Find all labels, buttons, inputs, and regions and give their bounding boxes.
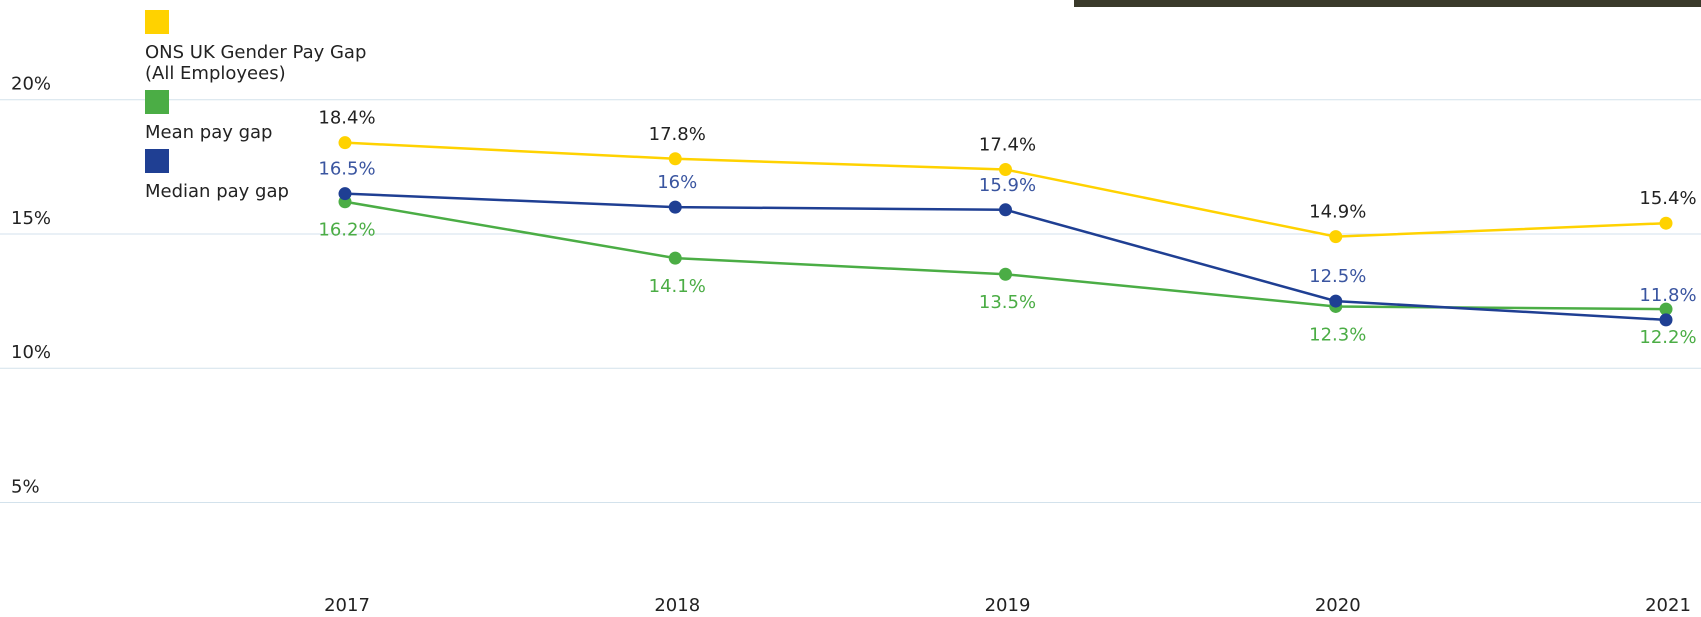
legend-label: Mean pay gap	[145, 122, 385, 143]
value-label: 13.5%	[979, 292, 1036, 313]
value-label: 14.1%	[649, 276, 706, 297]
value-label: 12.5%	[1309, 266, 1366, 287]
x-tick-label: 2017	[324, 595, 370, 616]
y-tick-label: 20%	[11, 74, 51, 95]
point	[1660, 217, 1673, 230]
value-label: 16.2%	[318, 220, 375, 241]
legend: ONS UK Gender Pay Gap (All Employees) Mea…	[145, 10, 385, 208]
y-tick-label: 10%	[11, 342, 51, 363]
point	[999, 268, 1012, 281]
y-tick-label: 5%	[11, 476, 40, 497]
legend-label: Median pay gap	[145, 181, 385, 202]
point	[669, 201, 682, 214]
value-label: 11.8%	[1639, 285, 1696, 306]
legend-swatch	[145, 10, 169, 34]
y-tick-label: 15%	[11, 208, 51, 229]
value-label: 12.2%	[1639, 327, 1696, 348]
value-label: 16%	[657, 172, 697, 193]
point	[669, 152, 682, 165]
value-label: 12.3%	[1309, 324, 1366, 345]
legend-item: ONS UK Gender Pay Gap (All Employees)	[145, 10, 385, 84]
point	[1329, 295, 1342, 308]
point	[1329, 230, 1342, 243]
x-tick-label: 2021	[1645, 595, 1691, 616]
legend-item: Mean pay gap	[145, 90, 385, 143]
legend-swatch	[145, 149, 169, 173]
x-tick-label: 2018	[654, 595, 700, 616]
value-label: 17.4%	[979, 135, 1036, 156]
legend-label: ONS UK Gender Pay Gap (All Employees)	[145, 42, 385, 84]
photo-edge	[1074, 0, 1701, 7]
value-label: 14.9%	[1309, 202, 1366, 223]
legend-item: Median pay gap	[145, 149, 385, 202]
chart: 5%10%15%20%2017201820192020202118.4%17.8…	[0, 0, 1701, 617]
legend-swatch	[145, 90, 169, 114]
x-tick-label: 2020	[1315, 595, 1361, 616]
value-label: 15.4%	[1639, 188, 1696, 209]
point	[1660, 313, 1673, 326]
value-label: 15.9%	[979, 175, 1036, 196]
value-label: 17.8%	[649, 124, 706, 145]
x-tick-label: 2019	[985, 595, 1031, 616]
point	[669, 252, 682, 265]
point	[999, 203, 1012, 216]
